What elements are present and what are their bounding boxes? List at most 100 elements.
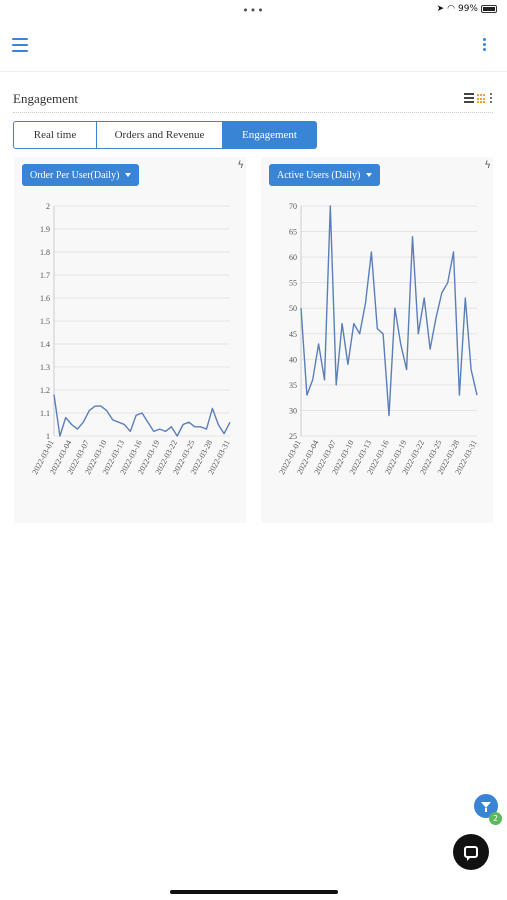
metric-dropdown-active-users[interactable]: Active Users (Daily)	[269, 164, 381, 186]
series-line[interactable]	[300, 205, 478, 417]
home-indicator[interactable]	[170, 890, 338, 894]
list-view-icon[interactable]	[464, 93, 474, 105]
series-line[interactable]	[53, 394, 231, 437]
data-point[interactable]	[135, 414, 137, 416]
chat-button[interactable]	[453, 834, 489, 870]
data-point[interactable]	[88, 410, 90, 412]
data-point[interactable]	[300, 307, 302, 309]
lightning-icon[interactable]: ϟ	[237, 160, 244, 171]
section-options-icon[interactable]	[490, 93, 493, 105]
y-tick-label: 1.3	[40, 363, 50, 372]
data-point[interactable]	[82, 421, 84, 423]
data-point[interactable]	[347, 363, 349, 365]
data-point[interactable]	[382, 333, 384, 335]
data-point[interactable]	[306, 394, 308, 396]
tab-engagement[interactable]: Engagement	[223, 121, 317, 149]
data-point[interactable]	[358, 333, 360, 335]
data-point[interactable]	[370, 251, 372, 253]
y-tick-label: 45	[289, 330, 297, 339]
data-point[interactable]	[76, 428, 78, 430]
chevron-down-icon	[125, 173, 132, 177]
data-point[interactable]	[458, 394, 460, 396]
metric-dropdown-orders-per-user[interactable]: Order Per User(Daily)	[22, 164, 140, 186]
data-point[interactable]	[312, 379, 314, 381]
data-point[interactable]	[153, 430, 155, 432]
data-point[interactable]	[205, 428, 207, 430]
wifi-icon: ◠	[447, 4, 455, 14]
data-point[interactable]	[158, 428, 160, 430]
grid-view-icon[interactable]	[477, 94, 487, 104]
data-point[interactable]	[117, 421, 119, 423]
data-point[interactable]	[470, 368, 472, 370]
tab-orders-and-revenue[interactable]: Orders and Revenue	[97, 121, 223, 149]
y-tick-label: 25	[289, 432, 297, 441]
data-point[interactable]	[141, 412, 143, 414]
data-point[interactable]	[53, 393, 55, 395]
data-point[interactable]	[388, 414, 390, 416]
data-point[interactable]	[400, 343, 402, 345]
data-point[interactable]	[217, 423, 219, 425]
section-divider	[13, 112, 493, 113]
data-point[interactable]	[59, 435, 61, 437]
data-point[interactable]	[341, 322, 343, 324]
y-tick-label: 65	[289, 228, 297, 237]
data-point[interactable]	[364, 302, 366, 304]
data-point[interactable]	[129, 430, 131, 432]
y-tick-label: 1.9	[40, 225, 50, 234]
data-point[interactable]	[335, 384, 337, 386]
data-point[interactable]	[223, 433, 225, 435]
chat-icon	[464, 846, 478, 861]
chart-card-orders-per-user: Order Per User(Daily) ϟ 2 1.9 1.8 1.7 1.6 1.5…	[14, 157, 246, 523]
more-options-icon[interactable]	[483, 38, 487, 53]
view-toggle	[464, 93, 493, 105]
data-point[interactable]	[323, 379, 325, 381]
data-point[interactable]	[94, 405, 96, 407]
data-point[interactable]	[446, 281, 448, 283]
battery-icon	[481, 5, 497, 13]
data-point[interactable]	[188, 421, 190, 423]
data-point[interactable]	[147, 421, 149, 423]
data-point[interactable]	[229, 421, 231, 423]
data-point[interactable]	[176, 435, 178, 437]
data-point[interactable]	[194, 426, 196, 428]
data-point[interactable]	[329, 205, 331, 207]
data-point[interactable]	[464, 297, 466, 299]
dropdown-label: Active Users (Daily)	[277, 169, 361, 181]
y-tick-label: 40	[289, 355, 297, 364]
data-point[interactable]	[100, 405, 102, 407]
data-point[interactable]	[429, 348, 431, 350]
filter-button[interactable]	[474, 794, 498, 818]
chart-card-active-users: Active Users (Daily) ϟ 70 65 60 55 50 45 40 35 3…	[261, 157, 493, 523]
data-point[interactable]	[476, 394, 478, 396]
data-point[interactable]	[441, 292, 443, 294]
data-point[interactable]	[199, 426, 201, 428]
data-point[interactable]	[417, 333, 419, 335]
data-point[interactable]	[211, 407, 213, 409]
data-point[interactable]	[394, 307, 396, 309]
multitask-dots[interactable]: •••	[242, 4, 265, 17]
data-point[interactable]	[376, 327, 378, 329]
data-point[interactable]	[411, 235, 413, 237]
y-tick-label: 1	[46, 432, 50, 441]
menu-icon[interactable]	[12, 38, 28, 52]
lightning-icon[interactable]: ϟ	[484, 160, 491, 171]
data-point[interactable]	[65, 416, 67, 418]
data-point[interactable]	[170, 426, 172, 428]
y-tick-label: 70	[289, 202, 297, 211]
data-point[interactable]	[182, 423, 184, 425]
y-tick-label: 1.6	[40, 294, 50, 303]
data-point[interactable]	[111, 419, 113, 421]
data-point[interactable]	[123, 423, 125, 425]
top-bar	[0, 20, 507, 72]
data-point[interactable]	[70, 423, 72, 425]
data-point[interactable]	[164, 430, 166, 432]
data-point[interactable]	[317, 343, 319, 345]
data-point[interactable]	[106, 410, 108, 412]
data-point[interactable]	[435, 317, 437, 319]
data-point[interactable]	[353, 322, 355, 324]
data-point[interactable]	[423, 297, 425, 299]
data-point[interactable]	[405, 368, 407, 370]
tab-real-time[interactable]: Real time	[13, 121, 97, 149]
status-bar: ••• ➤ ◠ 99%	[0, 0, 507, 20]
data-point[interactable]	[452, 251, 454, 253]
